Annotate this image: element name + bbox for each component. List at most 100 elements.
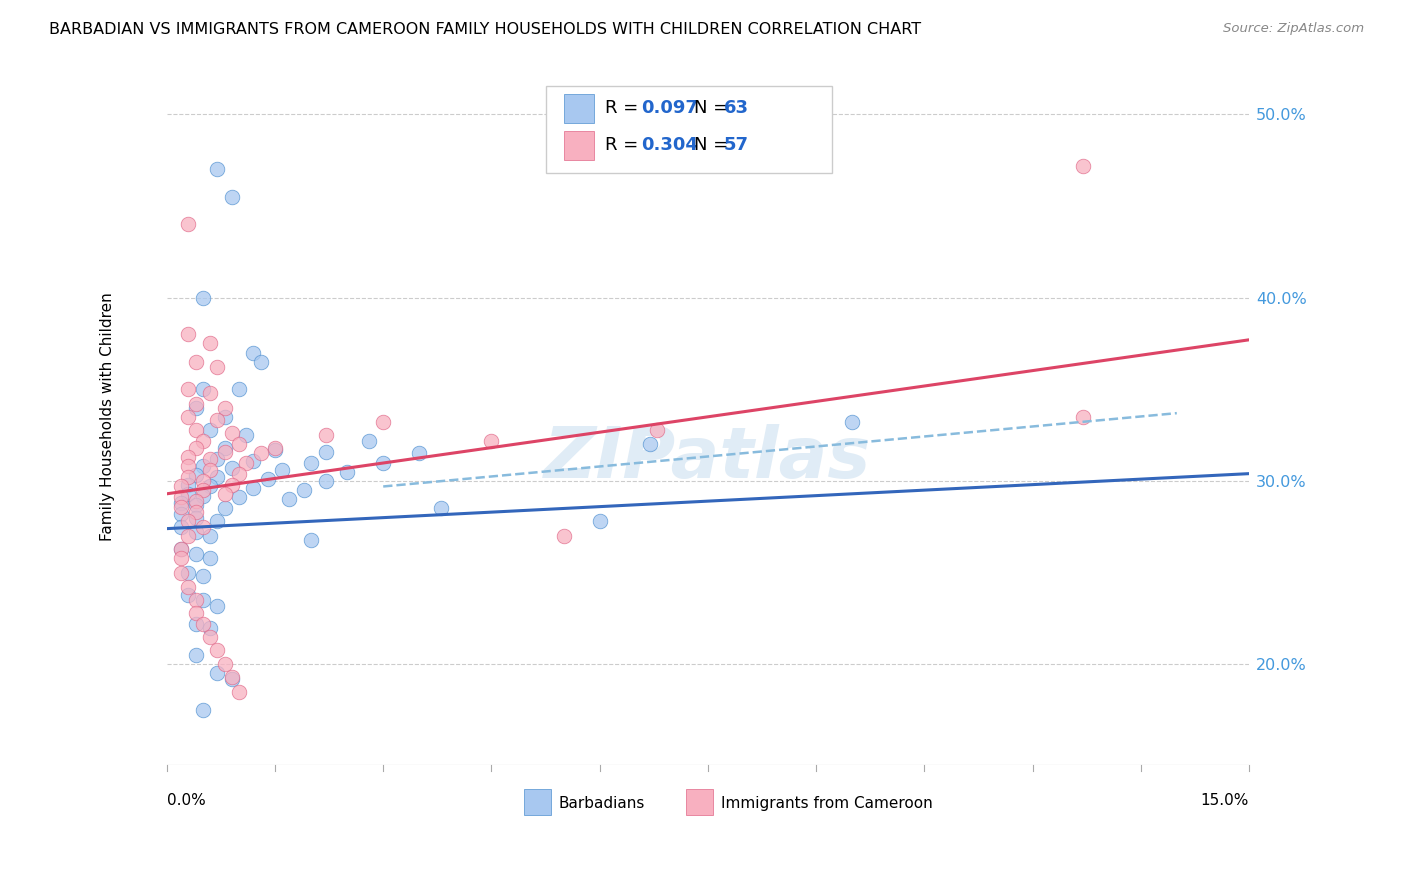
Point bbox=[177, 477, 200, 491]
Point bbox=[177, 529, 200, 543]
Point bbox=[191, 382, 214, 396]
Text: Immigrants from Cameroon: Immigrants from Cameroon bbox=[721, 796, 932, 811]
Point bbox=[198, 336, 221, 351]
Point bbox=[207, 413, 229, 427]
Point bbox=[207, 514, 229, 528]
Point bbox=[170, 496, 193, 510]
Point bbox=[242, 481, 264, 495]
Point bbox=[638, 437, 661, 451]
Point bbox=[336, 465, 359, 479]
Point bbox=[315, 474, 337, 488]
Point bbox=[184, 401, 207, 415]
Point bbox=[170, 541, 193, 556]
Point bbox=[221, 670, 243, 684]
Point bbox=[177, 459, 200, 474]
Point bbox=[408, 446, 430, 460]
Point bbox=[184, 441, 207, 455]
FancyBboxPatch shape bbox=[564, 94, 595, 123]
FancyBboxPatch shape bbox=[564, 130, 595, 160]
Point bbox=[191, 617, 214, 632]
Text: BARBADIAN VS IMMIGRANTS FROM CAMEROON FAMILY HOUSEHOLDS WITH CHILDREN CORRELATIO: BARBADIAN VS IMMIGRANTS FROM CAMEROON FA… bbox=[49, 22, 921, 37]
Point bbox=[430, 501, 453, 516]
Point bbox=[198, 479, 221, 493]
Point bbox=[191, 459, 214, 474]
Point bbox=[278, 492, 301, 507]
Point bbox=[299, 533, 322, 547]
Point bbox=[177, 588, 200, 602]
Point bbox=[214, 487, 236, 501]
Point bbox=[184, 494, 207, 508]
Point bbox=[841, 415, 863, 429]
Text: R =: R = bbox=[605, 136, 644, 154]
Text: N =: N = bbox=[693, 99, 734, 118]
Point bbox=[647, 423, 669, 437]
FancyBboxPatch shape bbox=[524, 789, 551, 815]
Point bbox=[198, 551, 221, 566]
Point bbox=[170, 479, 193, 493]
Point bbox=[214, 657, 236, 672]
Point bbox=[184, 593, 207, 607]
Point bbox=[191, 569, 214, 583]
Point bbox=[207, 666, 229, 681]
Point bbox=[198, 630, 221, 644]
Point bbox=[177, 566, 200, 580]
Text: 0.304: 0.304 bbox=[641, 136, 697, 154]
Point bbox=[214, 401, 236, 415]
Point bbox=[207, 162, 229, 177]
Point bbox=[177, 450, 200, 464]
Point bbox=[214, 501, 236, 516]
Point bbox=[177, 409, 200, 424]
Point bbox=[170, 566, 193, 580]
Point bbox=[177, 217, 200, 231]
Point bbox=[357, 434, 380, 448]
Point bbox=[170, 491, 193, 505]
Point bbox=[214, 444, 236, 458]
Point bbox=[177, 327, 200, 342]
Point bbox=[228, 491, 250, 505]
Point bbox=[292, 483, 315, 497]
Point bbox=[170, 520, 193, 534]
Text: 0.0%: 0.0% bbox=[167, 793, 205, 807]
Text: 15.0%: 15.0% bbox=[1201, 793, 1249, 807]
Point bbox=[553, 529, 575, 543]
Point bbox=[221, 461, 243, 475]
Point bbox=[184, 505, 207, 519]
Point bbox=[191, 474, 214, 488]
Point bbox=[184, 510, 207, 524]
Point bbox=[191, 703, 214, 717]
Point bbox=[235, 428, 257, 442]
Point bbox=[315, 444, 337, 458]
Point bbox=[221, 477, 243, 491]
Point bbox=[191, 291, 214, 305]
Point bbox=[228, 382, 250, 396]
Point bbox=[1071, 409, 1094, 424]
Text: R =: R = bbox=[605, 99, 644, 118]
Point bbox=[249, 446, 271, 460]
Point bbox=[177, 470, 200, 484]
Point bbox=[264, 442, 287, 457]
Point bbox=[198, 423, 221, 437]
Point bbox=[235, 456, 257, 470]
Point bbox=[221, 190, 243, 204]
Text: 0.097: 0.097 bbox=[641, 99, 697, 118]
Point bbox=[214, 409, 236, 424]
Point bbox=[191, 520, 214, 534]
Point bbox=[177, 487, 200, 501]
Point bbox=[184, 617, 207, 632]
Point bbox=[256, 472, 278, 486]
Point bbox=[184, 498, 207, 512]
Point bbox=[184, 525, 207, 540]
Point bbox=[191, 483, 214, 497]
Point bbox=[207, 452, 229, 467]
Text: Barbadians: Barbadians bbox=[558, 796, 645, 811]
Point bbox=[198, 452, 221, 467]
Point bbox=[184, 355, 207, 369]
Point bbox=[177, 514, 200, 528]
FancyBboxPatch shape bbox=[686, 789, 713, 815]
Point bbox=[242, 345, 264, 359]
Point bbox=[207, 642, 229, 657]
Point bbox=[228, 685, 250, 699]
Text: 63: 63 bbox=[724, 99, 749, 118]
Point bbox=[271, 463, 294, 477]
Point bbox=[191, 593, 214, 607]
